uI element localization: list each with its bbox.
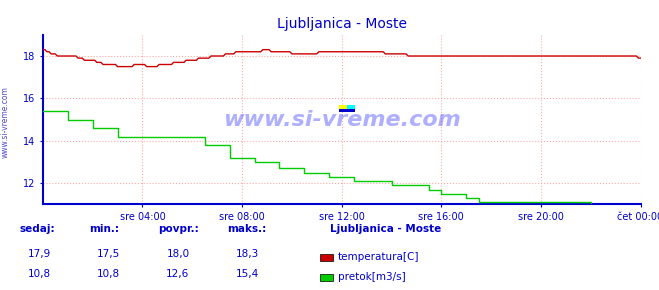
Text: povpr.:: povpr.: xyxy=(158,224,199,234)
Text: 12,6: 12,6 xyxy=(166,269,190,279)
Text: temperatura[C]: temperatura[C] xyxy=(338,252,420,262)
Text: 17,5: 17,5 xyxy=(97,249,121,259)
FancyBboxPatch shape xyxy=(339,105,355,109)
Text: 18,3: 18,3 xyxy=(235,249,259,259)
Text: sedaj:: sedaj: xyxy=(20,224,55,234)
Text: Ljubljanica - Moste: Ljubljanica - Moste xyxy=(330,224,441,234)
Text: min.:: min.: xyxy=(89,224,119,234)
Title: Ljubljanica - Moste: Ljubljanica - Moste xyxy=(277,17,407,31)
Text: 15,4: 15,4 xyxy=(235,269,259,279)
Text: www.si-vreme.com: www.si-vreme.com xyxy=(1,86,10,158)
Text: 18,0: 18,0 xyxy=(166,249,190,259)
Text: maks.:: maks.: xyxy=(227,224,267,234)
FancyBboxPatch shape xyxy=(347,105,355,109)
Text: pretok[m3/s]: pretok[m3/s] xyxy=(338,272,406,282)
Text: 10,8: 10,8 xyxy=(28,269,51,279)
Text: 17,9: 17,9 xyxy=(28,249,51,259)
Text: 10,8: 10,8 xyxy=(97,269,121,279)
Text: www.si-vreme.com: www.si-vreme.com xyxy=(223,110,461,130)
FancyBboxPatch shape xyxy=(339,109,355,112)
